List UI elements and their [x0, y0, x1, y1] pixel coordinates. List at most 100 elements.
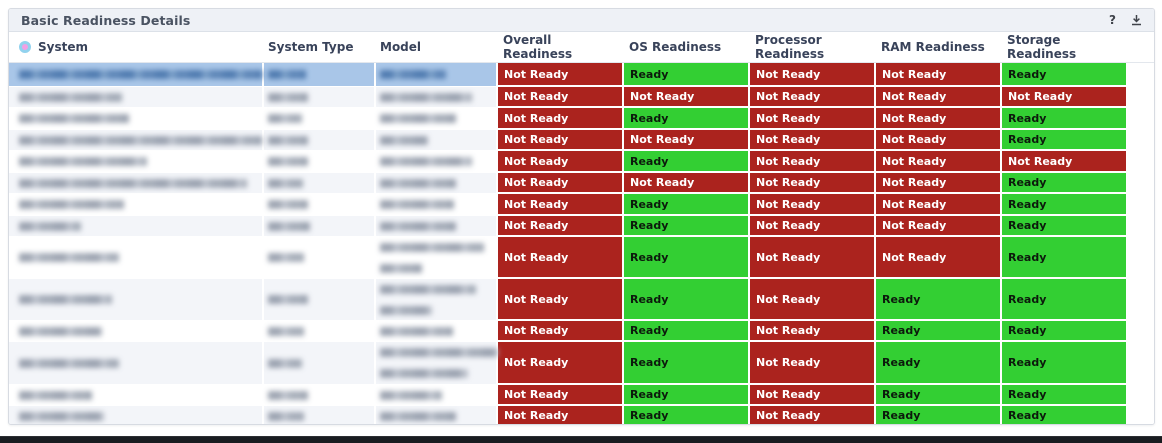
help-icon[interactable]: ? — [1109, 13, 1116, 27]
redacted-text — [19, 390, 92, 400]
redacted-text — [19, 178, 247, 188]
panel-actions: ? — [1109, 14, 1142, 26]
model-cell — [376, 63, 498, 87]
system-type-cell — [264, 321, 376, 342]
redacted-text — [380, 348, 498, 357]
column-header-os-readiness[interactable]: OS Readiness — [624, 32, 750, 62]
table-row[interactable]: Not Ready Not Ready Not Ready Not Ready Read… — [9, 130, 1154, 151]
redacted-text — [19, 70, 262, 79]
overall-readiness-cell: Not Ready — [498, 151, 624, 173]
storage-readiness-cell: Ready — [1002, 63, 1128, 87]
ram-readiness-cell: Ready — [876, 279, 1002, 321]
redacted-text — [19, 92, 122, 102]
table-row[interactable]: Not Ready Ready Not Ready Not Ready Ready — [9, 63, 1154, 87]
row-gutter — [1128, 237, 1154, 279]
row-gutter — [1128, 385, 1154, 406]
row-gutter — [1128, 173, 1154, 194]
download-icon[interactable] — [1131, 14, 1142, 26]
ram-readiness-cell: Ready — [876, 406, 1002, 424]
storage-readiness-cell: Ready — [1002, 321, 1128, 342]
ram-readiness-cell: Not Ready — [876, 151, 1002, 173]
column-header-label: System Type — [268, 40, 354, 54]
overall-readiness-cell: Not Ready — [498, 406, 624, 424]
overall-readiness-cell: Not Ready — [498, 385, 624, 406]
redacted-text — [19, 221, 81, 231]
redacted-text — [268, 92, 308, 102]
column-header-ram-readiness[interactable]: RAM Readiness — [876, 32, 1002, 62]
redacted-text — [19, 326, 102, 336]
redacted-text — [380, 114, 456, 123]
overall-readiness-cell: Not Ready — [498, 173, 624, 194]
table-row[interactable]: Not Ready Ready Not Ready Not Ready Ready — [9, 108, 1154, 130]
ram-readiness-cell: Not Ready — [876, 130, 1002, 151]
processor-readiness-cell: Not Ready — [750, 279, 876, 321]
redacted-text — [268, 390, 308, 400]
table-row[interactable]: Not Ready Ready Not Ready Not Ready Ready — [9, 194, 1154, 216]
system-type-cell — [264, 406, 376, 424]
system-type-cell — [264, 87, 376, 108]
redacted-text — [19, 358, 119, 368]
model-cell — [376, 279, 498, 321]
table-row[interactable]: Not Ready Ready Not Ready Ready Ready — [9, 385, 1154, 406]
processor-readiness-cell: Not Ready — [750, 151, 876, 173]
redacted-text — [268, 114, 302, 123]
model-cell — [376, 237, 498, 279]
column-header-label: System — [38, 40, 88, 54]
column-header-system-type[interactable]: System Type — [264, 32, 376, 62]
redacted-text — [19, 135, 262, 145]
redacted-text — [19, 253, 119, 262]
table-body[interactable]: Not Ready Ready Not Ready Not Ready Ready Not… — [9, 63, 1154, 424]
system-type-cell — [264, 173, 376, 194]
system-cell — [9, 173, 264, 194]
table-row[interactable]: Not Ready Ready Not Ready Not Ready Ready — [9, 216, 1154, 237]
redacted-text — [380, 242, 484, 252]
table-row[interactable]: Not Ready Ready Not Ready Ready Ready — [9, 406, 1154, 424]
table-row[interactable]: Not Ready Ready Not Ready Ready Ready — [9, 279, 1154, 321]
table-row[interactable]: Not Ready Not Ready Not Ready Not Ready Read… — [9, 173, 1154, 194]
os-readiness-cell: Not Ready — [624, 87, 750, 108]
system-type-cell — [264, 63, 376, 87]
os-readiness-cell: Ready — [624, 194, 750, 216]
os-readiness-cell: Ready — [624, 151, 750, 173]
column-header-label: Model — [380, 40, 422, 54]
model-cell — [376, 87, 498, 108]
redacted-text — [268, 157, 308, 166]
column-header-overall-readiness[interactable]: Overall Readiness — [498, 32, 624, 62]
table-row[interactable]: Not Ready Ready Not Ready Ready Ready — [9, 321, 1154, 342]
system-type-cell — [264, 385, 376, 406]
storage-readiness-cell: Ready — [1002, 237, 1128, 279]
model-cell — [376, 385, 498, 406]
model-cell — [376, 216, 498, 237]
column-header-label: RAM Readiness — [881, 40, 985, 54]
redacted-text — [268, 200, 308, 209]
column-header-storage-readiness[interactable]: Storage Readiness — [1002, 32, 1128, 62]
model-cell — [376, 151, 498, 173]
os-readiness-cell: Ready — [624, 385, 750, 406]
column-header-model[interactable]: Model — [376, 32, 498, 62]
ram-readiness-cell: Not Ready — [876, 87, 1002, 108]
system-legend-dot-icon — [19, 41, 31, 53]
redacted-text — [268, 178, 303, 188]
redacted-text — [380, 263, 422, 273]
column-header-system[interactable]: System — [9, 32, 264, 62]
system-type-cell — [264, 216, 376, 237]
table-row[interactable]: Not Ready Not Ready Not Ready Not Ready Not … — [9, 87, 1154, 108]
overall-readiness-cell: Not Ready — [498, 130, 624, 151]
processor-readiness-cell: Not Ready — [750, 194, 876, 216]
redacted-text — [268, 70, 306, 79]
table-row[interactable]: Not Ready Ready Not Ready Ready Ready — [9, 342, 1154, 385]
column-header-processor-readiness[interactable]: Processor Readiness — [750, 32, 876, 62]
column-header-label: OS Readiness — [629, 40, 722, 54]
storage-readiness-cell: Ready — [1002, 406, 1128, 424]
table-row[interactable]: Not Ready Ready Not Ready Not Ready Not Read… — [9, 151, 1154, 173]
ram-readiness-cell: Not Ready — [876, 173, 1002, 194]
table-row[interactable]: Not Ready Ready Not Ready Not Ready Ready — [9, 237, 1154, 279]
overall-readiness-cell: Not Ready — [498, 237, 624, 279]
row-gutter — [1128, 130, 1154, 151]
os-readiness-cell: Ready — [624, 342, 750, 385]
redacted-text — [19, 157, 147, 166]
system-cell — [9, 194, 264, 216]
overall-readiness-cell: Not Ready — [498, 279, 624, 321]
overall-readiness-cell: Not Ready — [498, 108, 624, 130]
row-gutter — [1128, 151, 1154, 173]
